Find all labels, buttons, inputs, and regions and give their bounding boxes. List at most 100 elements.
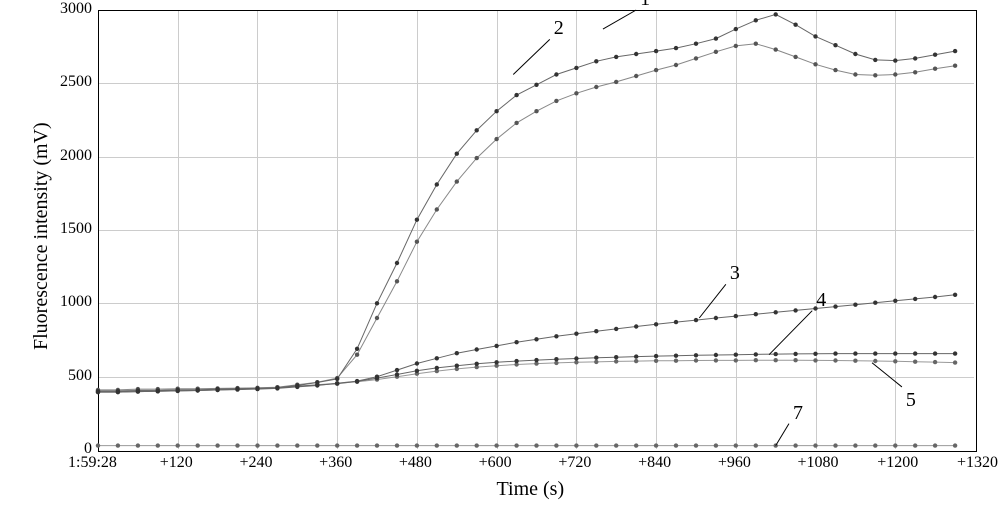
series-2-marker [654,68,658,72]
series-4-marker [793,352,797,356]
series-4-marker [734,353,738,357]
series-2-marker [435,207,439,211]
series-4-marker [953,351,957,355]
series-1-marker [754,18,758,22]
series-2-leader [513,39,550,74]
series-7-marker [933,443,937,447]
series-2-marker [574,91,578,95]
series-4-marker [415,369,419,373]
series-1-marker [953,49,957,53]
series-1-marker [455,152,459,156]
series-7-marker [295,443,299,447]
series-7-marker [415,443,419,447]
series-7-label: 7 [793,402,803,425]
series-1-marker [315,380,319,384]
series-5-marker [793,358,797,362]
series-7-marker [455,443,459,447]
series-1-label: 1 [640,0,650,11]
series-1-marker [96,389,100,393]
series-2-marker [415,240,419,244]
series-2-marker [355,353,359,357]
series-7-marker [714,443,718,447]
series-3-marker [654,322,658,326]
series-5-marker [754,358,758,362]
series-4-marker [873,351,877,355]
series-1-marker [375,301,379,305]
series-3-marker [415,361,419,365]
figure: 0500100015002000250030001:59:28+120+240+… [0,0,1000,511]
series-7-marker [215,443,219,447]
series-3-marker [554,334,558,338]
series-4-marker [913,351,917,355]
series-4-marker [514,359,518,363]
series-4-marker [494,360,498,364]
series-3-marker [873,301,877,305]
series-1-marker [774,12,778,16]
series-2-marker [375,316,379,320]
series-1-marker [694,42,698,46]
series-3-marker [455,351,459,355]
series-2-marker [594,85,598,89]
series-4-marker [455,364,459,368]
series-7-marker [554,443,558,447]
series-3-line [98,295,955,392]
series-3-marker [355,379,359,383]
series-4-marker [754,352,758,356]
series-3-marker [574,332,578,336]
series-1-marker [674,46,678,50]
series-1-marker [156,388,160,392]
series-3-marker [833,304,837,308]
series-1-marker [136,388,140,392]
series-5-marker [893,359,897,363]
series-1-marker [176,388,180,392]
series-1-marker [514,93,518,97]
series-7-marker [873,443,877,447]
series-7-marker [156,443,160,447]
series-3-marker [774,310,778,314]
series-3-marker [893,299,897,303]
series-3-marker [475,347,479,351]
series-7-marker [594,443,598,447]
series-3-marker [953,293,957,297]
series-5-label: 5 [906,389,916,412]
series-5-marker [774,358,778,362]
series-4-marker [554,357,558,361]
series-3-marker [694,318,698,322]
series-5-marker [574,360,578,364]
series-2-marker [873,73,877,77]
series-2-marker [813,62,817,66]
series-1-marker [494,109,498,113]
series-3-marker [375,375,379,379]
series-7-marker [514,443,518,447]
series-1-line [98,14,955,391]
series-7-marker [853,443,857,447]
series-7-marker [634,443,638,447]
series-3-marker [514,340,518,344]
series-7-marker [754,443,758,447]
series-5-marker [654,359,658,363]
series-2-marker [534,109,538,113]
series-2-marker [833,68,837,72]
series-4-marker [594,356,598,360]
series-4-marker [574,356,578,360]
series-5-marker [953,360,957,364]
series-4-leader [769,311,812,355]
series-7-marker [355,443,359,447]
series-1-marker [415,218,419,222]
series-1-marker [873,58,877,62]
series-2-marker [793,55,797,59]
series-3-marker [714,316,718,320]
series-1-marker [196,388,200,392]
series-5-marker [853,359,857,363]
series-1-marker [295,383,299,387]
series-1-marker [793,23,797,27]
series-2-marker [694,56,698,60]
series-3-marker [614,327,618,331]
series-3-marker [913,297,917,301]
series-3-marker [435,356,439,360]
series-5-marker [674,359,678,363]
series-1-marker [893,58,897,62]
series-4-marker [893,351,897,355]
series-1-marker [554,72,558,76]
series-1-marker [833,43,837,47]
